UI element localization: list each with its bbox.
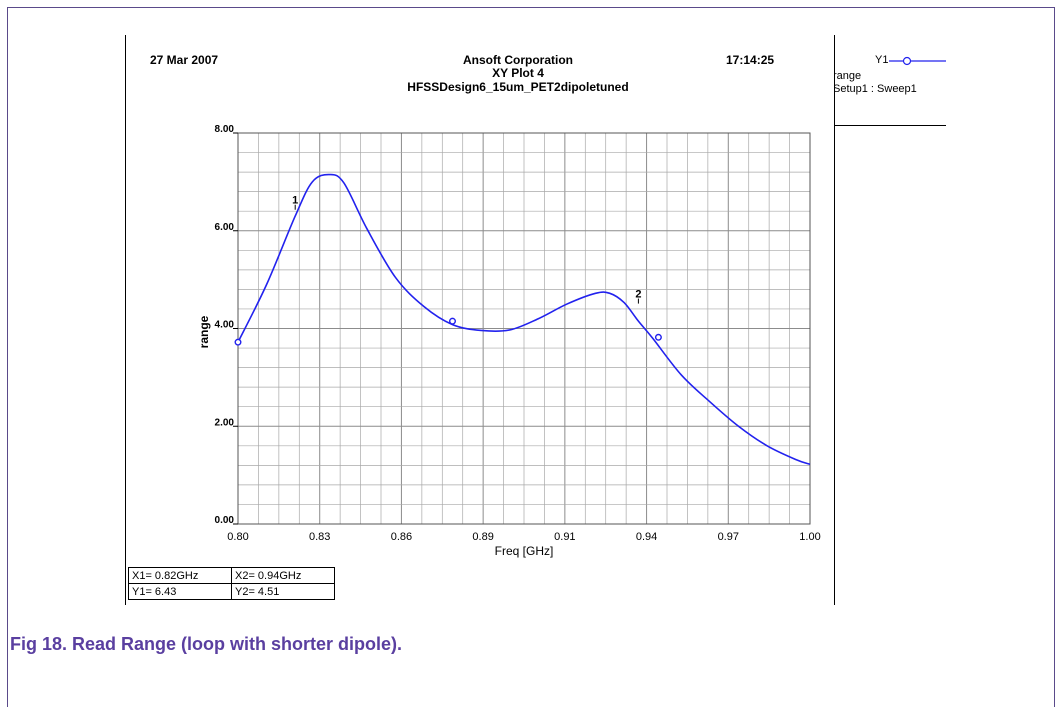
series-point-marker [654,333,662,341]
marker-annotation-label: 2 [635,289,641,301]
marker-y2: Y2= 4.51 [231,583,335,600]
x-tick-label: 0.94 [636,531,657,543]
series-line-range [237,173,811,466]
marker-x2: X2= 0.94GHz [231,567,335,584]
legend-line-icon [889,56,946,66]
y-axis-label: range [197,315,211,348]
marker-readout-table: X1= 0.82GHz X2= 0.94GHz Y1= 6.43 Y2= 4.5… [128,567,335,600]
legend-line1: range [834,70,862,82]
page-frame [7,7,1055,707]
legend-panel: Y1 range Setup1 : Sweep1 [834,35,946,605]
x-tick-label: 0.89 [472,531,493,543]
header-time: 17:14:25 [726,53,775,67]
legend-box: Y1 range Setup1 : Sweep1 [835,35,946,126]
marker-y1: Y1= 6.43 [128,583,232,600]
marker-x1: X1= 0.82GHz [128,567,232,584]
y-tick-label: 2.00 [215,417,235,428]
y-tick-label: 0.00 [215,515,235,526]
x-tick-label: 0.91 [554,531,575,543]
x-tick-label: 1.00 [799,531,820,543]
legend-line2: Setup1 : Sweep1 [834,83,917,95]
plot-window: 27 Mar 2007 Ansoft Corporation XY Plot 4… [125,35,946,605]
header-date: 27 Mar 2007 [150,53,219,67]
xy-plot-chart: 0.80 0.83 0.86 0.89 0.91 0.94 0.97 1.00 0.00 2.00… [197,124,821,558]
header-design: HFSSDesign6_15um_PET2dipoletuned [407,80,629,94]
series-point-marker [449,317,457,325]
y-tick-label: 6.00 [215,222,235,233]
legend-series-label: Y1 [875,54,889,66]
y-tick-label: 8.00 [215,124,235,135]
y-tick-label: 4.00 [215,320,235,331]
series-point-marker [234,338,242,346]
marker-annotation-label: 1 [292,195,298,207]
figure-caption: Fig 18. Read Range (loop with shorter di… [10,634,403,654]
x-axis-label: Freq [GHz] [495,544,554,558]
x-tick-label: 0.86 [391,531,412,543]
x-tick-label: 0.80 [227,531,248,543]
header-company: Ansoft Corporation [463,53,573,67]
header-plot-name: XY Plot 4 [492,66,544,80]
x-tick-label: 0.97 [718,531,739,543]
x-tick-label: 0.83 [309,531,330,543]
